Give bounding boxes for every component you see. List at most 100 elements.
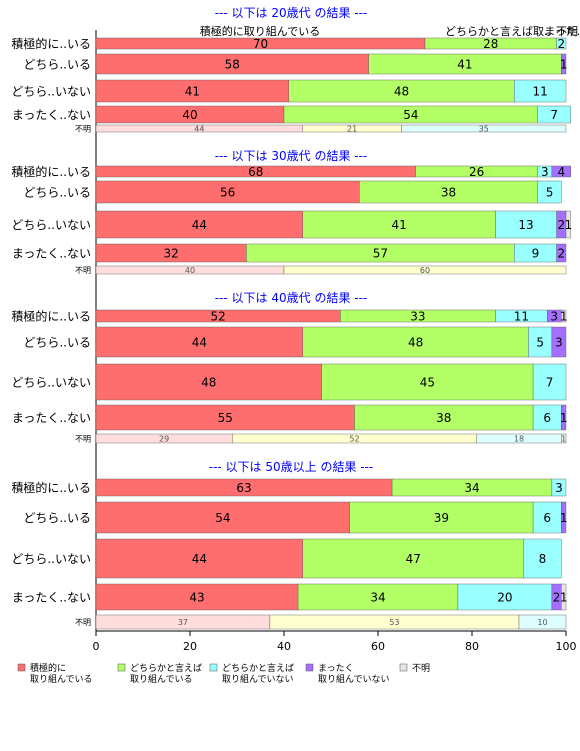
legend-label: どちらかと言えば	[222, 662, 294, 674]
bar-value-label: 7	[546, 375, 554, 389]
bar-segment	[283, 265, 567, 275]
bar-value-label: 3	[555, 335, 563, 349]
row-label: 積極的に..いる	[11, 36, 91, 51]
bar-segment	[561, 53, 567, 75]
bar-segment	[537, 180, 562, 204]
bar-segment	[556, 243, 567, 263]
bar-segment	[95, 501, 351, 534]
bar-value-label: 9	[532, 246, 540, 260]
bar-segment	[401, 124, 567, 133]
bar-value-label: 38	[441, 185, 456, 199]
bar-segment	[561, 501, 567, 534]
bar-segment	[561, 583, 567, 611]
row-label: まったく..ない	[12, 411, 91, 425]
x-tick-label: 40	[277, 640, 291, 653]
bar-value-label: 1	[560, 309, 568, 323]
top-category-label: どちらかと言えば取..	[445, 25, 551, 38]
bar-segment	[532, 501, 562, 534]
x-tick-label: 0	[93, 640, 100, 653]
bar-value-label: 11	[533, 84, 548, 98]
legend-swatch	[305, 663, 314, 672]
bar-value-label: 41	[185, 84, 200, 98]
pending-row-label: 不明	[75, 125, 91, 134]
bar-value-label: 58	[225, 57, 240, 71]
bar-value-label: 44	[192, 335, 207, 349]
bar-value-label: 2	[553, 590, 561, 604]
bar-value-label: 3	[541, 165, 549, 179]
bar-value-label: 2	[557, 37, 565, 51]
x-tick-label: 20	[183, 640, 197, 653]
panel-title: --- 以下は 50歳以上 の結果 ---	[209, 460, 374, 474]
row-label: どちら..いる	[23, 58, 91, 72]
bar-segment	[532, 404, 562, 431]
row-label: どちら..いる	[23, 511, 91, 525]
bar-value-label: 70	[253, 37, 268, 51]
bar-value-label: 34	[464, 481, 479, 495]
x-tick-label: 100	[556, 640, 577, 653]
bar-value-label: 41	[457, 57, 472, 71]
bar-value-label: 48	[394, 84, 409, 98]
bar-value-label: 2	[557, 246, 565, 260]
bar-value-label: 6	[543, 411, 551, 425]
legend-label: どちらかと言えば	[130, 662, 202, 674]
legend-label: 積極的に	[30, 662, 66, 674]
bar-value-label: 56	[220, 185, 235, 199]
bar-value-label: 3	[550, 309, 558, 323]
bar-value-label: 1	[565, 218, 573, 232]
bar-segment	[518, 614, 567, 630]
bar-value-label: 10	[537, 618, 547, 627]
bar-value-label: 68	[248, 165, 263, 179]
row-label: まったく..ない	[12, 591, 91, 605]
bar-value-label: 41	[392, 218, 407, 232]
x-tick-label: 60	[371, 640, 385, 653]
top-category-label: まった..	[544, 25, 580, 38]
legend-swatch	[209, 663, 218, 672]
bar-value-label: 63	[236, 481, 251, 495]
row-label: 積極的に..いる	[11, 164, 91, 179]
bar-value-label: 54	[403, 108, 418, 122]
bar-value-label: 11	[514, 309, 529, 323]
bar-value-label: 21	[347, 124, 357, 133]
row-label: まったく..ない	[12, 108, 91, 122]
bar-value-label: 57	[373, 246, 388, 260]
bar-value-label: 37	[178, 618, 188, 627]
bar-value-label: 5	[536, 335, 544, 349]
panel-title: --- 以下は 30歳代 の結果 ---	[215, 149, 368, 163]
bar-value-label: 20	[497, 590, 512, 604]
top-category-label: 積極的に取り組んでいる	[200, 24, 320, 38]
legend-label: 不明	[412, 663, 430, 674]
row-label: どちら..いる	[23, 336, 91, 350]
bar-value-label: 60	[420, 266, 430, 275]
legend-swatch	[399, 663, 408, 672]
bar-segment	[95, 404, 355, 431]
bar-value-label: 2	[557, 218, 565, 232]
bar-value-label: 35	[479, 124, 489, 133]
row-label: 積極的に..いる	[11, 309, 91, 324]
bar-value-label: 53	[389, 618, 399, 627]
bar-segment	[551, 478, 567, 497]
legend-label: 取り組んでいない	[318, 673, 390, 685]
bar-value-label: 33	[410, 309, 425, 323]
bar-value-label: 52	[211, 309, 226, 323]
bar-segment	[561, 433, 567, 444]
bar-value-label: 18	[514, 434, 524, 443]
bar-value-label: 45	[420, 375, 435, 389]
bar-segment	[302, 538, 524, 579]
legend-label: 取り組んでいる	[130, 673, 193, 685]
bar-value-label: 26	[469, 165, 484, 179]
bar-value-label: 47	[406, 552, 421, 566]
bar-value-label: 48	[201, 375, 216, 389]
x-tick-label: 80	[465, 640, 479, 653]
legend-label: 取り組んでいる	[30, 673, 93, 685]
bar-value-label: 1	[560, 411, 568, 425]
bar-segment	[302, 326, 529, 358]
bar-value-label: 54	[215, 511, 230, 525]
bar-value-label: 5	[546, 185, 554, 199]
bar-value-label: 7	[550, 108, 558, 122]
panel-title: --- 以下は 20歳代 の結果 ---	[215, 6, 368, 20]
bar-segment	[297, 583, 459, 611]
bar-value-label: 39	[434, 511, 449, 525]
bar-value-label: 8	[539, 552, 547, 566]
bar-value-label: 32	[164, 246, 179, 260]
